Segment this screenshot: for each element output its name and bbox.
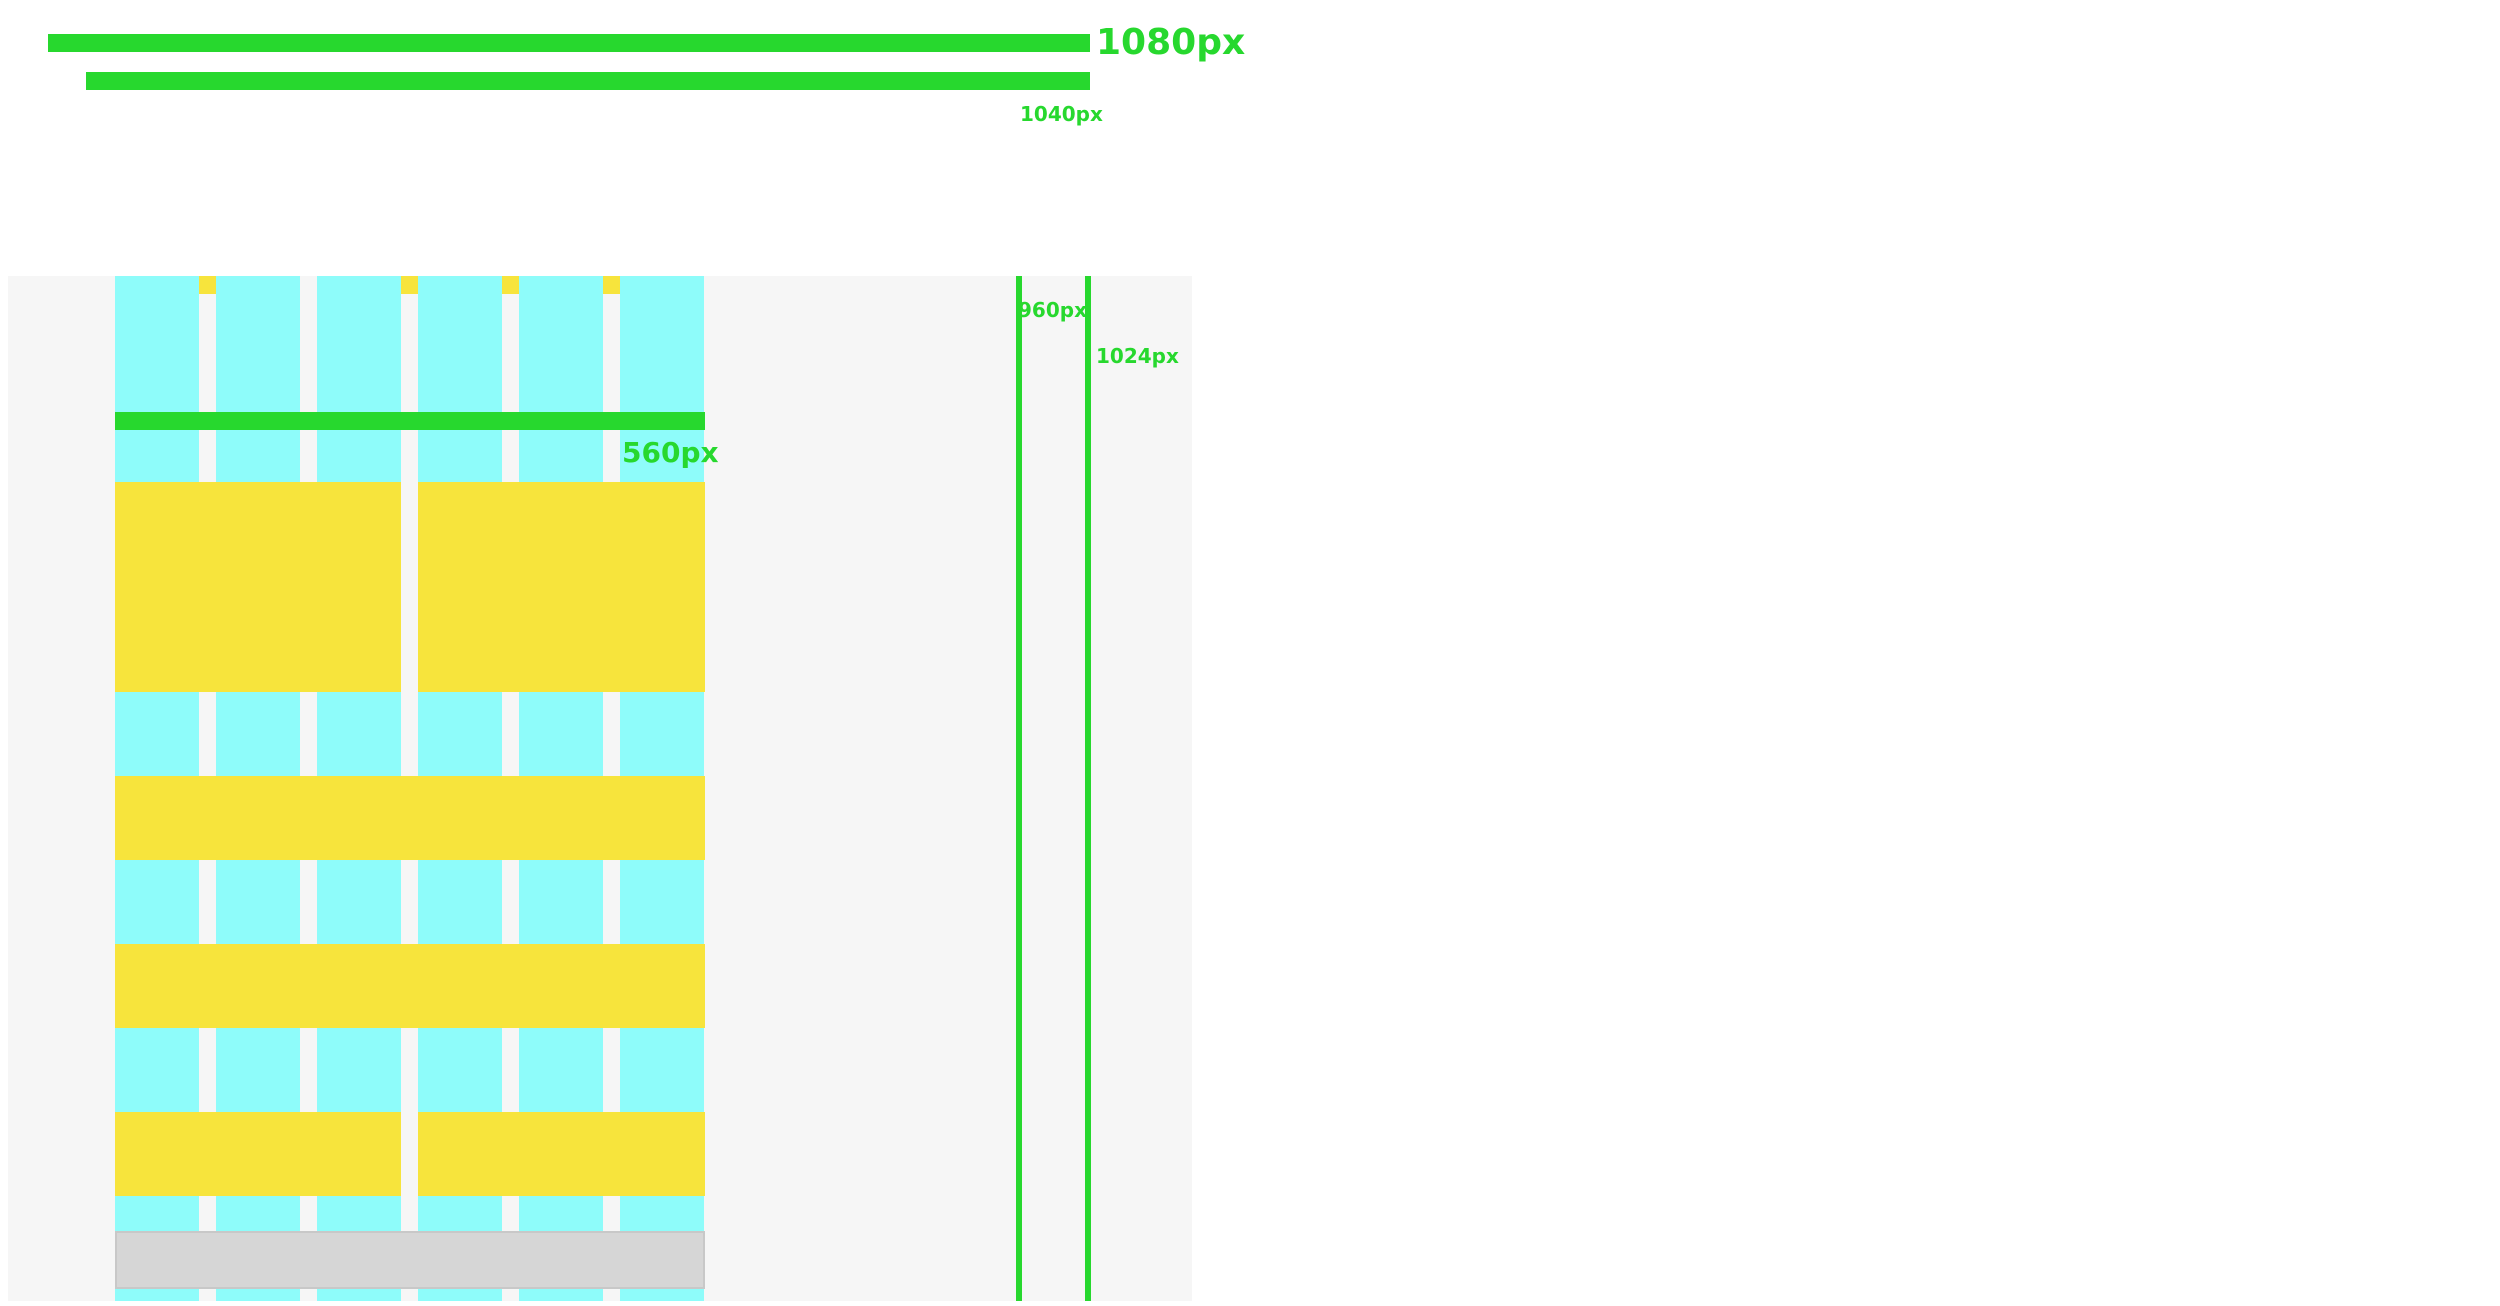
label-960: 960px (1018, 298, 1087, 322)
bar-1040 (86, 72, 1090, 90)
gutter-tick (199, 276, 216, 294)
line-1024 (1085, 276, 1091, 1301)
content-block-full (115, 944, 705, 1028)
label-560: 560px (622, 436, 719, 469)
line-960 (1016, 276, 1022, 1301)
gutter-tick (603, 276, 620, 294)
label-1040: 1040px (1020, 102, 1103, 126)
label-1024: 1024px (1096, 344, 1179, 368)
bar-1080 (48, 34, 1090, 52)
footer-bar (115, 1231, 705, 1289)
content-block-full (115, 776, 705, 860)
label-1080: 1080px (1096, 22, 1246, 63)
bar-560 (115, 412, 705, 430)
content-block-half-left (115, 482, 401, 692)
content-block-half-right (418, 1112, 705, 1196)
gutter-tick (502, 276, 519, 294)
content-block-half-right (418, 482, 705, 692)
content-block-half-left (115, 1112, 401, 1196)
gutter-tick (401, 276, 418, 294)
